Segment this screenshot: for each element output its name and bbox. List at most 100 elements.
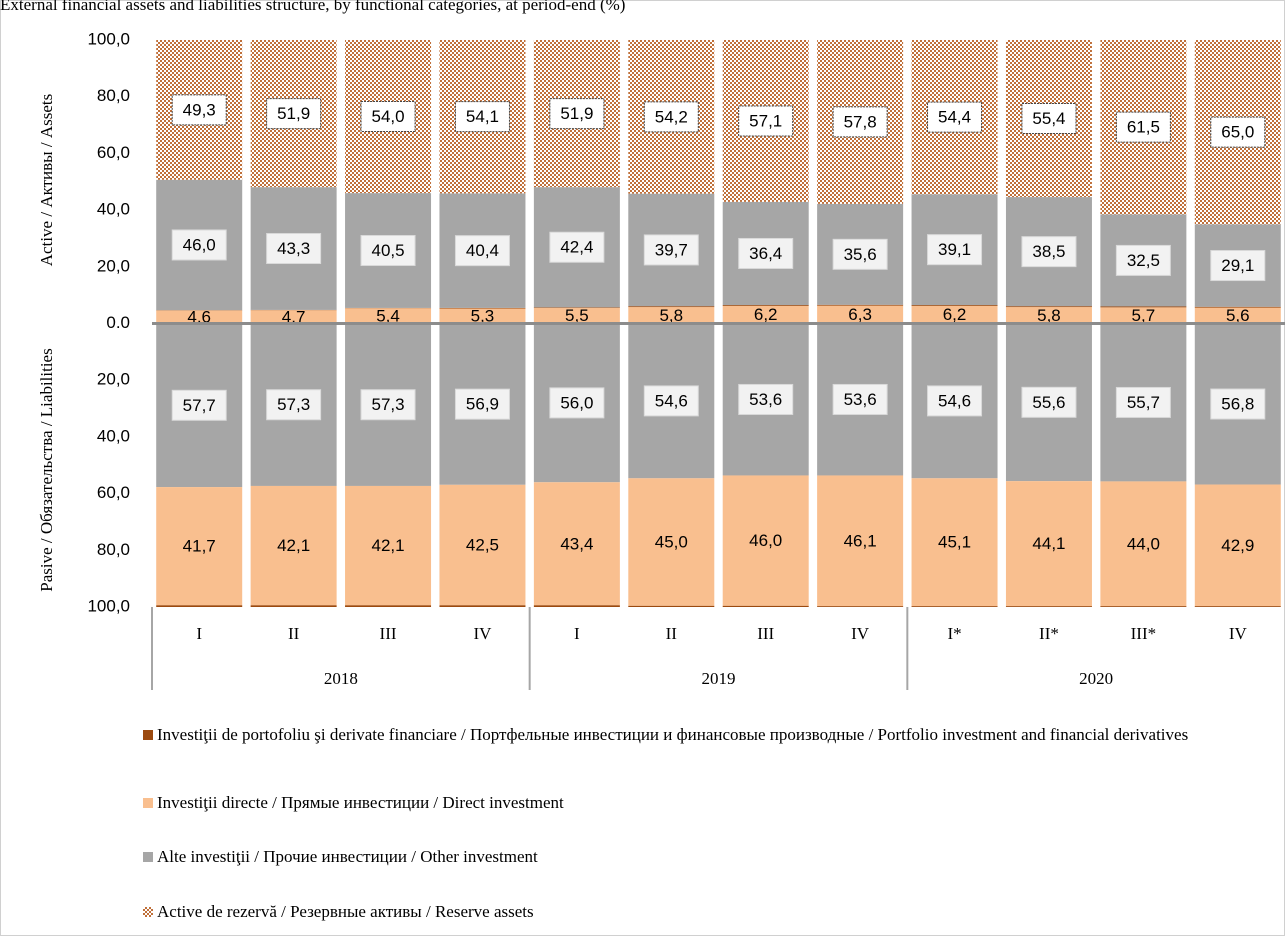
bar-segment (1005, 306, 1092, 308)
data-label: 54,0 (371, 107, 404, 126)
label-box (738, 105, 794, 137)
bar-segment (439, 484, 526, 606)
y-tick-label: 40,0 (97, 426, 130, 445)
x-tick-label: II* (1039, 624, 1059, 643)
bar-segment (533, 482, 620, 606)
label-box (738, 237, 794, 269)
data-label: 42,5 (466, 536, 499, 555)
data-label: 44,0 (1127, 534, 1160, 553)
y-tick-label: 60,0 (97, 143, 130, 162)
legend-label: Alte investiţii / Прочие инвестиции / Ot… (157, 847, 538, 866)
x-tick-label: I* (947, 624, 961, 643)
bar-segment (911, 478, 998, 607)
label-box (266, 389, 322, 421)
data-label: 45,0 (655, 533, 688, 552)
label-box (1115, 386, 1171, 418)
legend-label: Investiţii directe / Прямые инвестиции /… (157, 793, 564, 812)
label-box (738, 383, 794, 415)
data-label: 39,7 (655, 240, 688, 259)
data-label: 6,2 (754, 305, 778, 324)
bar-segment (628, 605, 715, 607)
label-box (171, 389, 227, 421)
label-box (454, 235, 510, 267)
bar-segment (817, 305, 904, 324)
bar-segment (1005, 307, 1092, 324)
label-box (1210, 250, 1266, 282)
data-label: 40,4 (466, 241, 499, 260)
x-tick-label: I (196, 624, 202, 643)
bar-segment (722, 605, 809, 607)
data-label: 45,1 (938, 533, 971, 552)
data-label: 39,1 (938, 240, 971, 259)
y-axis-title: Pasive / Обязательства / Liabilities (37, 348, 56, 591)
x-tick-label: III (380, 624, 397, 643)
bar-segment (722, 305, 809, 306)
label-box (454, 101, 510, 133)
bar-segment (156, 605, 243, 607)
y-tick-label: 80,0 (97, 540, 130, 559)
bar-segment (628, 478, 715, 606)
bar-segment (439, 308, 526, 324)
y-tick-label: 100,0 (87, 29, 130, 48)
data-label: 42,9 (1221, 536, 1254, 555)
data-label: 4,6 (187, 307, 211, 326)
y-tick-label: 100,0 (87, 596, 130, 615)
bar-segment (1194, 484, 1281, 607)
data-label: 55,4 (1032, 109, 1065, 128)
data-label: 5,4 (376, 306, 400, 325)
y-axis-title: Active / Активы / Assets (37, 94, 56, 266)
bar-segment (817, 475, 904, 607)
data-label: 5,7 (1132, 306, 1156, 325)
data-label: 46,0 (749, 531, 782, 550)
data-label: 38,5 (1032, 242, 1065, 261)
label-box (643, 385, 699, 417)
data-label: 6,2 (943, 305, 967, 324)
label-box (643, 234, 699, 266)
y-tick-label: 80,0 (97, 86, 130, 105)
bar-segment (533, 605, 620, 607)
y-tick-label: 20,0 (97, 256, 130, 275)
label-box (927, 234, 983, 266)
bar-segment (1100, 481, 1187, 607)
bar-segment (722, 475, 809, 606)
label-box (832, 106, 888, 138)
bar-segment (439, 307, 526, 309)
label-box (1115, 244, 1171, 276)
x-group-label: 2018 (324, 669, 358, 688)
legend-swatch (143, 852, 153, 862)
x-group-label: 2020 (1079, 669, 1113, 688)
bar-segment (628, 307, 715, 324)
data-label: 61,5 (1127, 118, 1160, 137)
label-box (171, 94, 227, 126)
label-box (360, 234, 416, 266)
label-box (266, 233, 322, 265)
x-tick-label: II (288, 624, 300, 643)
data-label: 41,7 (183, 537, 216, 556)
data-label: 4,7 (282, 307, 306, 326)
data-label: 57,3 (277, 395, 310, 414)
data-label: 57,7 (183, 396, 216, 415)
data-label: 56,8 (1221, 394, 1254, 413)
data-label: 51,9 (560, 104, 593, 123)
label-box (1021, 236, 1077, 268)
label-box (1021, 386, 1077, 418)
data-label: 42,1 (277, 536, 310, 555)
data-label: 57,8 (844, 112, 877, 131)
label-box (266, 98, 322, 130)
label-box (454, 388, 510, 420)
bar-segment (1100, 307, 1187, 324)
label-box (832, 383, 888, 415)
bar-segment (156, 310, 243, 324)
label-box (549, 231, 605, 263)
bar-segment (250, 605, 337, 607)
bar-segment (533, 307, 620, 324)
x-tick-label: II (666, 624, 678, 643)
label-box (1210, 388, 1266, 420)
data-label: 54,6 (938, 391, 971, 410)
data-label: 54,1 (466, 107, 499, 126)
x-tick-label: IV (473, 624, 492, 643)
bar-segment (1005, 606, 1092, 607)
data-label: 36,4 (749, 244, 782, 263)
label-box (360, 101, 416, 133)
